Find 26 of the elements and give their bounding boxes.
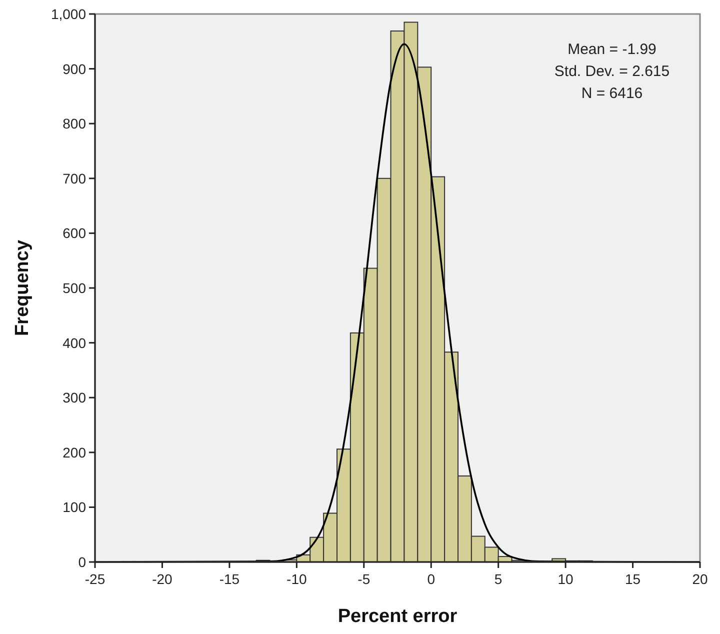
y-tick-label: 0: [78, 554, 86, 570]
x-tick-label: -15: [219, 571, 240, 587]
y-tick-label: 1,000: [50, 6, 86, 22]
y-tick-label: 700: [62, 170, 86, 186]
annotation: N = 6416: [581, 85, 643, 102]
x-tick-label: 20: [692, 571, 708, 587]
y-tick-label: 500: [62, 280, 86, 296]
y-tick-label: 900: [62, 60, 86, 77]
y-tick-label: 100: [62, 499, 86, 516]
y-tick-label: 600: [62, 225, 86, 242]
x-tick-label: 15: [624, 571, 641, 587]
x-tick-label: 0: [427, 571, 436, 587]
y-tick-label: 200: [62, 444, 86, 460]
y-tick-label: 400: [62, 334, 86, 351]
x-tick-label: -5: [358, 571, 370, 587]
x-tick-label: -10: [286, 571, 307, 587]
y-tick-label: 800: [62, 116, 86, 132]
y-axis-title: Frequency: [12, 240, 33, 336]
x-axis-title: Percent error: [338, 606, 458, 627]
annotation: Std. Dev. = 2.615: [554, 63, 670, 80]
annotation: Mean = -1.99: [568, 41, 656, 58]
x-tick-label: 10: [558, 571, 574, 587]
x-tick-label: -25: [84, 571, 106, 587]
x-tick-label: -20: [152, 571, 173, 587]
x-tick-label: 5: [494, 571, 502, 587]
y-tick-label: 300: [62, 390, 86, 406]
